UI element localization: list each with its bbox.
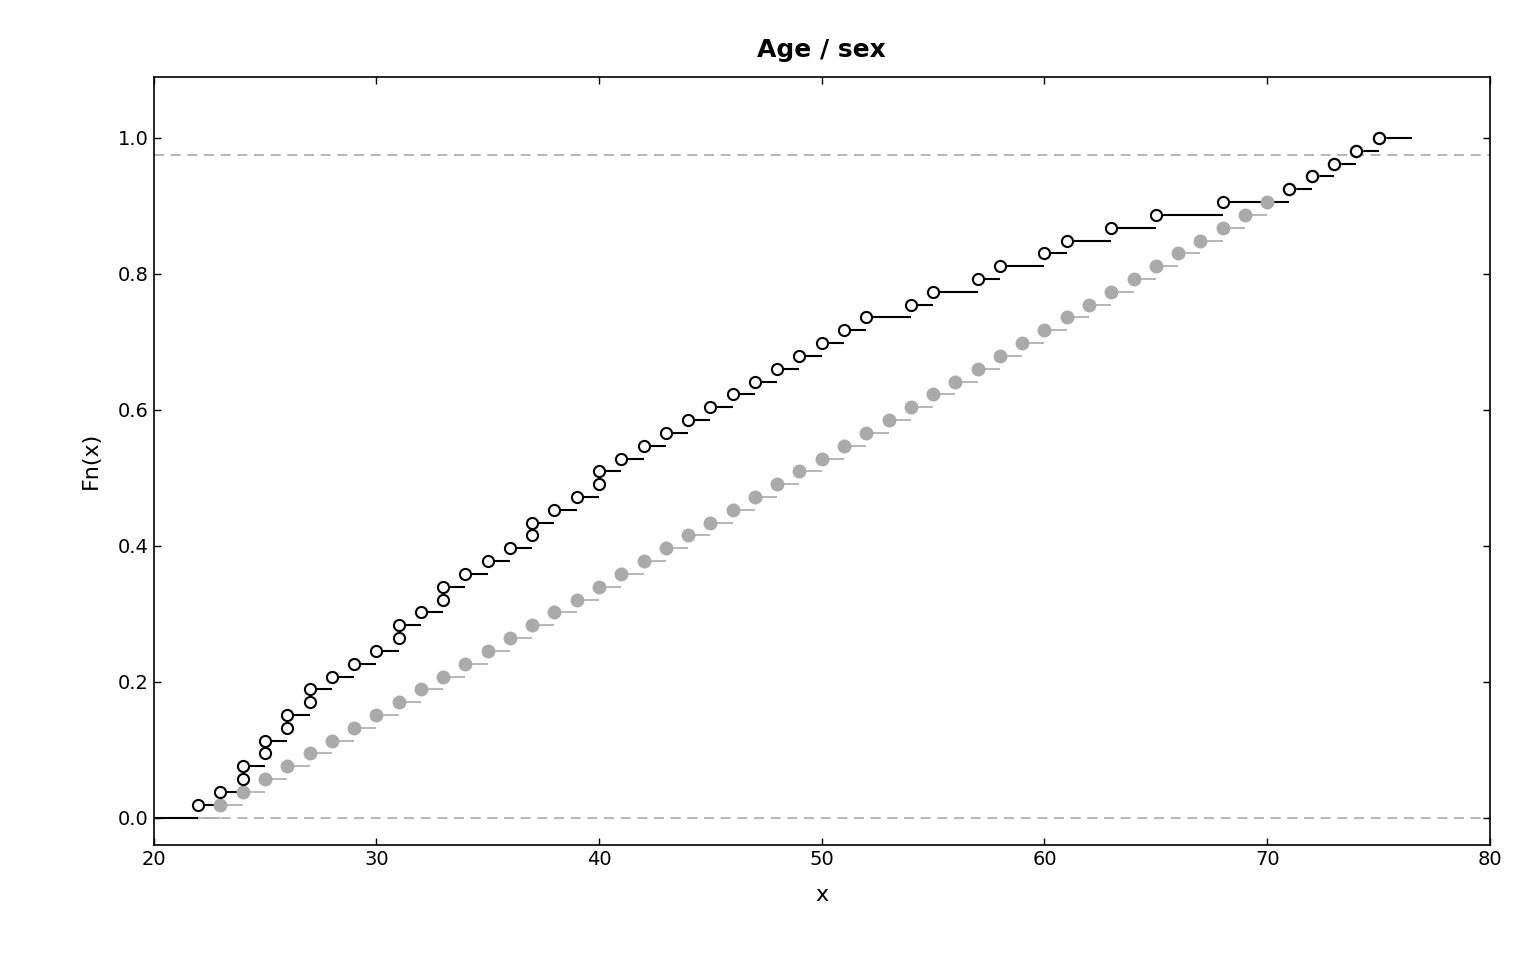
Title: Age / sex: Age / sex bbox=[757, 38, 886, 62]
X-axis label: x: x bbox=[816, 885, 828, 905]
Y-axis label: Fn(x): Fn(x) bbox=[81, 432, 101, 490]
